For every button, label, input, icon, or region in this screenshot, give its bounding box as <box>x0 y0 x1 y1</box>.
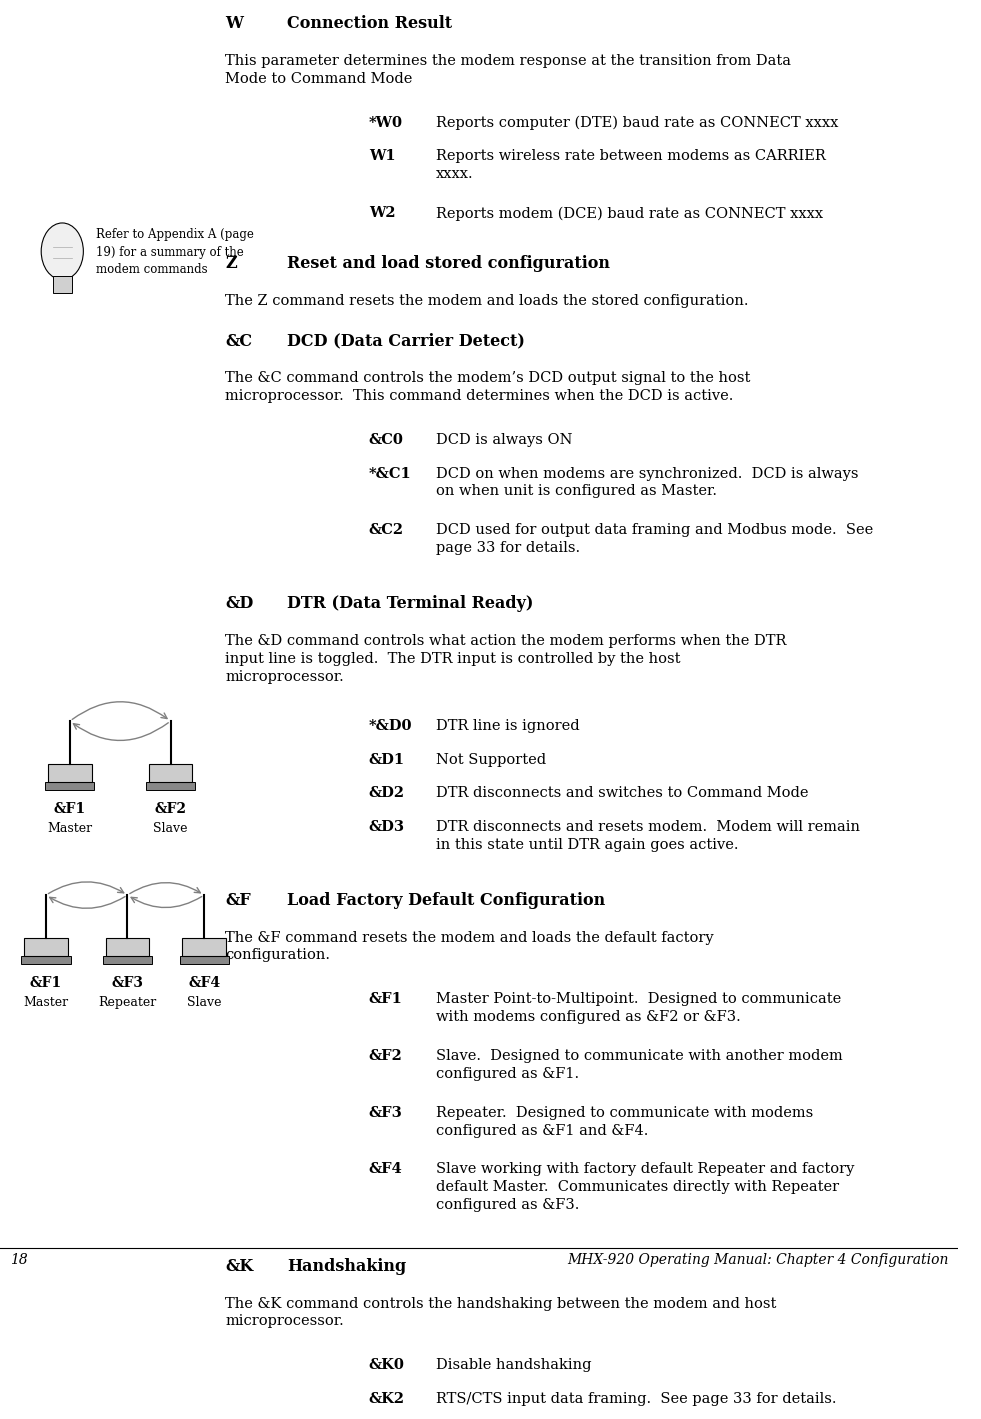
Text: &D1: &D1 <box>369 752 405 766</box>
Text: &D3: &D3 <box>369 820 405 834</box>
Text: &C0: &C0 <box>369 433 404 447</box>
Text: &D2: &D2 <box>369 786 405 800</box>
Text: Disable handshaking: Disable handshaking <box>436 1358 592 1372</box>
Text: Master: Master <box>24 996 69 1009</box>
Text: Reports modem (DCE) baud rate as CONNECT xxxx: Reports modem (DCE) baud rate as CONNECT… <box>436 206 823 220</box>
Text: RTS/CTS input data framing.  See page 33 for details.: RTS/CTS input data framing. See page 33 … <box>436 1392 837 1406</box>
Text: W: W <box>226 16 243 33</box>
Text: Not Supported: Not Supported <box>436 752 546 766</box>
FancyBboxPatch shape <box>148 765 192 782</box>
Text: MHX-920 Operating Manual: Chapter 4 Configuration: MHX-920 Operating Manual: Chapter 4 Conf… <box>567 1253 949 1267</box>
Text: DCD is always ON: DCD is always ON <box>436 433 573 447</box>
Text: The &C command controls the modem’s DCD output signal to the host
microprocessor: The &C command controls the modem’s DCD … <box>226 372 750 403</box>
Text: Repeater.  Designed to communicate with modems
configured as &F1 and &F4.: Repeater. Designed to communicate with m… <box>436 1105 813 1138</box>
Text: The &F command resets the modem and loads the default factory
configuration.: The &F command resets the modem and load… <box>226 931 714 962</box>
Text: &C2: &C2 <box>369 524 404 538</box>
FancyBboxPatch shape <box>25 938 68 956</box>
Text: DCD (Data Carrier Detect): DCD (Data Carrier Detect) <box>287 332 525 349</box>
Text: Slave: Slave <box>186 996 222 1009</box>
FancyBboxPatch shape <box>48 765 92 782</box>
FancyBboxPatch shape <box>103 956 152 964</box>
Text: DTR (Data Terminal Ready): DTR (Data Terminal Ready) <box>287 596 534 613</box>
Text: &F3: &F3 <box>112 976 143 989</box>
Text: &F1: &F1 <box>30 976 62 989</box>
Text: &F4: &F4 <box>369 1162 402 1176</box>
Text: Master: Master <box>47 822 92 836</box>
Text: Reports wireless rate between modems as CARRIER
xxxx.: Reports wireless rate between modems as … <box>436 149 826 182</box>
Text: W1: W1 <box>369 149 395 163</box>
Text: 18: 18 <box>10 1253 27 1267</box>
Text: The &D command controls what action the modem performs when the DTR
input line i: The &D command controls what action the … <box>226 634 787 684</box>
Text: &K: &K <box>226 1257 253 1274</box>
FancyBboxPatch shape <box>180 956 229 964</box>
Text: *&D0: *&D0 <box>369 719 412 734</box>
Text: This parameter determines the modem response at the transition from Data
Mode to: This parameter determines the modem resp… <box>226 54 791 87</box>
FancyBboxPatch shape <box>182 938 226 956</box>
Text: Master Point-to-Multipoint.  Designed to communicate
with modems configured as &: Master Point-to-Multipoint. Designed to … <box>436 992 841 1025</box>
Text: Reset and load stored configuration: Reset and load stored configuration <box>287 255 610 272</box>
Text: DCD on when modems are synchronized.  DCD is always
on when unit is configured a: DCD on when modems are synchronized. DCD… <box>436 467 858 498</box>
Text: The &K command controls the handshaking between the modem and host
microprocesso: The &K command controls the handshaking … <box>226 1297 777 1328</box>
Text: &K2: &K2 <box>369 1392 405 1406</box>
Text: &F1: &F1 <box>54 802 86 816</box>
Text: &D: &D <box>226 596 253 613</box>
Text: Z: Z <box>226 255 236 272</box>
Text: &F1: &F1 <box>369 992 403 1006</box>
Text: &K0: &K0 <box>369 1358 405 1372</box>
Text: DTR disconnects and switches to Command Mode: DTR disconnects and switches to Command … <box>436 786 808 800</box>
Text: Load Factory Default Configuration: Load Factory Default Configuration <box>287 893 605 908</box>
Text: &F: &F <box>226 893 251 908</box>
Text: Slave.  Designed to communicate with another modem
configured as &F1.: Slave. Designed to communicate with anot… <box>436 1049 843 1081</box>
Text: DTR line is ignored: DTR line is ignored <box>436 719 580 734</box>
Text: &F3: &F3 <box>369 1105 402 1120</box>
Circle shape <box>41 223 83 280</box>
FancyBboxPatch shape <box>45 782 94 789</box>
Text: The Z command resets the modem and loads the stored configuration.: The Z command resets the modem and loads… <box>226 294 749 308</box>
FancyBboxPatch shape <box>146 782 195 789</box>
Text: Reports computer (DTE) baud rate as CONNECT xxxx: Reports computer (DTE) baud rate as CONN… <box>436 116 839 131</box>
Text: &F2: &F2 <box>155 802 186 816</box>
FancyBboxPatch shape <box>53 275 72 292</box>
Text: W2: W2 <box>369 206 395 220</box>
Text: DTR disconnects and resets modem.  Modem will remain
in this state until DTR aga: DTR disconnects and resets modem. Modem … <box>436 820 860 851</box>
Text: *&C1: *&C1 <box>369 467 412 481</box>
Text: &F2: &F2 <box>369 1049 403 1063</box>
Text: *W0: *W0 <box>369 116 403 131</box>
Text: Handshaking: Handshaking <box>287 1257 407 1274</box>
Text: Connection Result: Connection Result <box>287 16 452 33</box>
Text: Refer to Appendix A (page
19) for a summary of the
modem commands: Refer to Appendix A (page 19) for a summ… <box>96 228 254 277</box>
Text: Repeater: Repeater <box>98 996 157 1009</box>
Text: &C: &C <box>226 332 252 349</box>
Text: DCD used for output data framing and Modbus mode.  See
page 33 for details.: DCD used for output data framing and Mod… <box>436 524 873 555</box>
Text: Slave working with factory default Repeater and factory
default Master.  Communi: Slave working with factory default Repea… <box>436 1162 854 1212</box>
Text: Slave: Slave <box>153 822 187 836</box>
FancyBboxPatch shape <box>106 938 149 956</box>
Text: &F4: &F4 <box>188 976 220 989</box>
FancyBboxPatch shape <box>22 956 71 964</box>
